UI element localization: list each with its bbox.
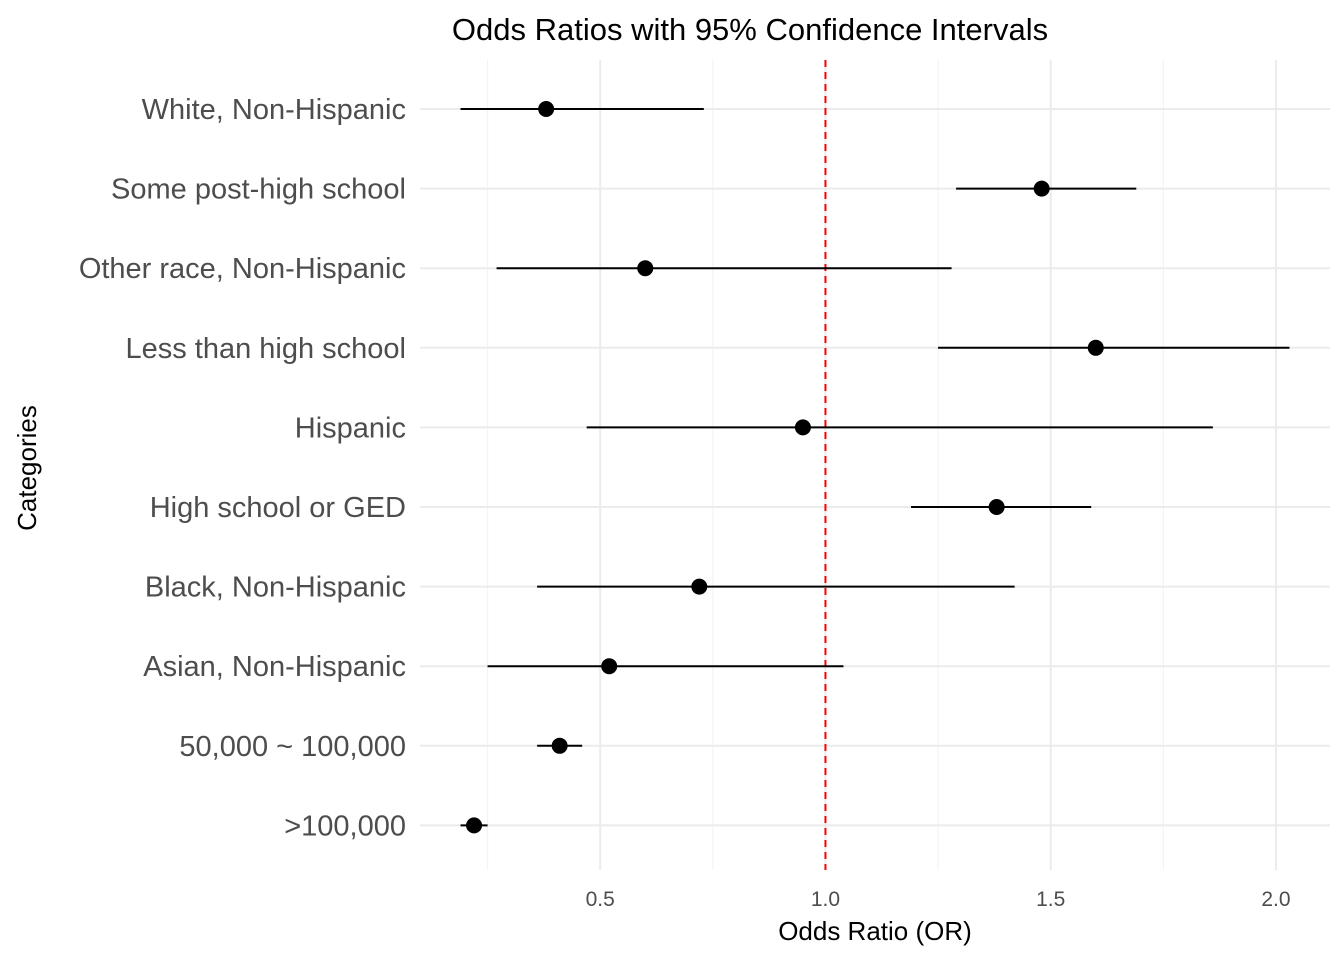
category-label: White, Non-Hispanic [142, 94, 406, 126]
y-axis-title: Categories [12, 405, 42, 531]
or-point [794, 419, 811, 436]
category-label: Black, Non-Hispanic [145, 572, 406, 604]
x-tick-label: 1.5 [1036, 888, 1065, 911]
confidence-intervals [460, 108, 1290, 827]
x-tick-label: 0.5 [586, 888, 615, 911]
category-label: Hispanic [295, 412, 406, 444]
or-point [1033, 180, 1050, 197]
or-point [601, 658, 618, 675]
or-point [691, 578, 708, 595]
or-point [551, 737, 568, 754]
chart-title: Odds Ratios with 95% Confidence Interval… [452, 12, 1048, 47]
category-label: Other race, Non-Hispanic [79, 253, 406, 285]
x-tick-label: 1.0 [811, 888, 840, 911]
or-point [637, 260, 654, 277]
x-axis-title: Odds Ratio (OR) [778, 916, 972, 946]
or-point [988, 499, 1005, 515]
or-point [466, 817, 483, 834]
x-tick-labels: 0.5 1.0 1.5 2.0 [586, 888, 1291, 911]
category-label: Asian, Non-Hispanic [143, 651, 406, 683]
x-tick-label: 2.0 [1261, 888, 1290, 911]
category-label: >100,000 [284, 810, 406, 842]
category-labels: White, Non-Hispanic Some post-high school… [79, 94, 406, 842]
or-point [538, 101, 555, 117]
odds-ratio-points [466, 101, 1104, 834]
category-label: Less than high school [125, 333, 406, 365]
category-label: Some post-high school [111, 174, 406, 206]
category-label: 50,000 ~ 100,000 [179, 731, 406, 763]
category-label: High school or GED [150, 492, 406, 524]
or-point [1087, 339, 1104, 356]
